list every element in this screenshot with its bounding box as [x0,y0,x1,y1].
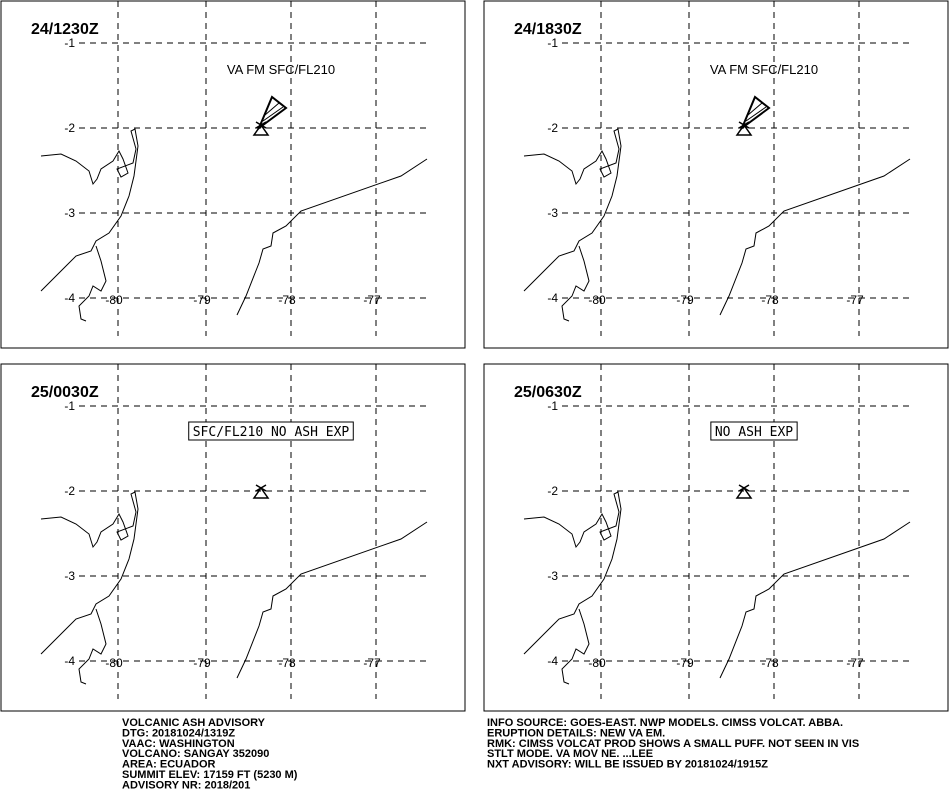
va-annotation: SFC/FL210 NO ASH EXP [193,425,350,440]
panel-frame [0,363,466,712]
panel-frame [483,363,949,712]
coastline [523,128,622,322]
annotation-box [188,421,354,441]
lat-label: -3 [547,569,558,583]
va-annotation: VA FM SFC/FL210 [710,62,818,77]
ash-hatch [262,102,284,122]
lat-label: -4 [547,654,558,668]
advisory-line: RMK: CIMSS VOLCAT PROD SHOWS A SMALL PUF… [487,738,859,750]
lon-label: -78 [761,293,779,307]
advisory-line: VOLCANO: SANGAY 352090 [122,748,269,760]
valid-time: 24/1830Z [514,21,582,38]
ash-hatch [745,102,767,122]
coastline [719,158,911,316]
lat-label: -3 [64,569,75,583]
map-panel: -1 -2 -3 -4 -80 -79 -78 -77 25/0630Z NO ASH EXP [483,363,949,712]
valid-time: 25/0030Z [31,384,99,401]
lon-label: -80 [588,656,606,670]
lon-label: -78 [278,293,296,307]
coastline [523,491,622,685]
lat-label: -2 [547,121,558,135]
valid-time: 24/1230Z [31,21,99,38]
lat-label: -3 [547,206,558,220]
lat-label: -1 [64,399,75,413]
lon-label: -78 [761,656,779,670]
coastline [236,521,428,679]
volcano-symbol [735,484,753,499]
coastline [236,158,428,316]
panel-frame [0,0,466,349]
lat-label: -1 [547,36,558,50]
ash-polygon [739,95,771,131]
lon-label: -79 [193,656,211,670]
advisory-line: INFO SOURCE: GOES-EAST. NWP MODELS. CIMS… [487,717,843,729]
lat-label: -2 [64,484,75,498]
map-panel: -1 -2 -3 -4 -80 -79 -78 -77 24/1230Z VA FM SFC/FL… [0,0,466,349]
advisory-line: STLT MODE. VA MOV NE. ...LEE [487,748,653,760]
advisory-line: ADVISORY NR: 2018/201 [122,779,250,791]
lat-label: -1 [64,36,75,50]
lon-label: -77 [363,293,381,307]
coastline [40,128,139,322]
lat-label: -3 [64,206,75,220]
lon-label: -78 [278,656,296,670]
va-annotation: VA FM SFC/FL210 [227,62,335,77]
lon-label: -77 [846,656,864,670]
advisory-line: SUMMIT ELEV: 17159 FT (5230 M) [122,769,298,781]
map-panel: -1 -2 -3 -4 -80 -79 -78 -77 24/1830Z VA FM SFC/FL… [483,0,949,349]
lat-label: -2 [64,121,75,135]
va-annotation: NO ASH EXP [715,425,793,440]
lat-label: -1 [547,399,558,413]
lon-label: -79 [676,293,694,307]
panel-frame [483,0,949,349]
lat-label: -4 [64,291,75,305]
annotation-box [710,421,798,441]
volcano-symbol [252,484,270,499]
lon-label: -77 [846,293,864,307]
advisory-line: AREA: ECUADOR [122,759,216,771]
lat-label: -4 [64,654,75,668]
advisory-line: NXT ADVISORY: WILL BE ISSUED BY 20181024… [487,759,768,771]
lon-label: -80 [105,656,123,670]
coastline [40,491,139,685]
lon-label: -80 [105,293,123,307]
lon-label: -77 [363,656,381,670]
lon-label: -79 [193,293,211,307]
advisory-line: VOLCANIC ASH ADVISORY [122,717,266,729]
advisory-line: VAAC: WASHINGTON [122,738,235,750]
advisory-line: ERUPTION DETAILS: NEW VA EM. [487,727,665,739]
ash-polygon [256,95,288,131]
lon-label: -80 [588,293,606,307]
lat-label: -2 [547,484,558,498]
lon-label: -79 [676,656,694,670]
coastline [719,521,911,679]
advisory-line: DTG: 20181024/1319Z [122,727,235,739]
valid-time: 25/0630Z [514,384,582,401]
lat-label: -4 [547,291,558,305]
map-panel: -1 -2 -3 -4 -80 -79 -78 -77 25/0030Z SFC/FL210 NO… [0,363,466,712]
